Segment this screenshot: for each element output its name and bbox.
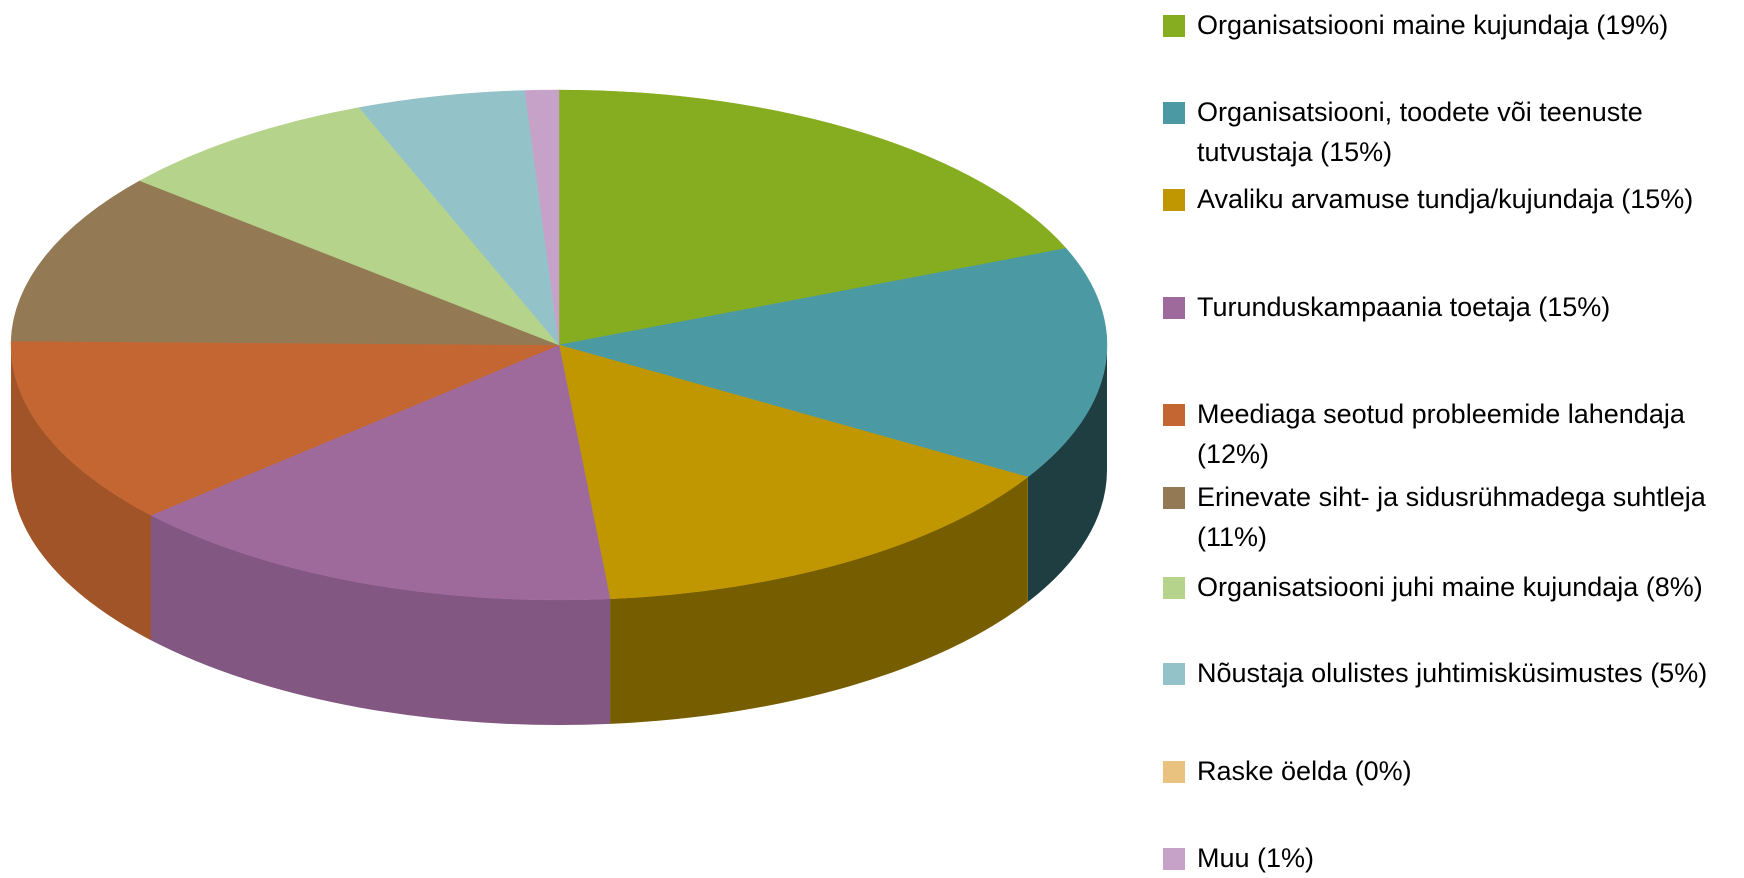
legend-swatch bbox=[1163, 663, 1185, 685]
legend-label: Avaliku arvamuse tundja/kujundaja bbox=[1197, 184, 1614, 214]
legend-swatch bbox=[1163, 761, 1185, 783]
legend-value: (15%) bbox=[1538, 292, 1611, 322]
legend-item: Muu (1%) bbox=[1163, 838, 1738, 878]
legend-value: (12%) bbox=[1197, 439, 1270, 469]
pie-slice bbox=[139, 107, 560, 346]
pie-slice bbox=[358, 90, 560, 346]
legend-label: Organisatsiooni maine kujundaja bbox=[1197, 10, 1589, 40]
legend-label: Nõustaja olulistes juhtimisküsimustes bbox=[1197, 658, 1643, 688]
pie-side bbox=[150, 515, 611, 725]
legend-item: Raske öelda (0%) bbox=[1163, 751, 1738, 791]
legend-label: Organisatsiooni, toodete või teenuste tu… bbox=[1197, 97, 1643, 167]
legend-value: (1%) bbox=[1257, 843, 1315, 873]
legend-swatch bbox=[1163, 577, 1185, 599]
legend-value: (5%) bbox=[1650, 658, 1708, 688]
legend-value: (15%) bbox=[1320, 137, 1393, 167]
legend-item: Avaliku arvamuse tundja/kujundaja (15%) bbox=[1163, 179, 1738, 219]
legend-label: Muu bbox=[1197, 843, 1250, 873]
legend-value: (8%) bbox=[1645, 572, 1703, 602]
pie-tops bbox=[10, 89, 1108, 601]
pie-slice bbox=[524, 89, 560, 346]
pie-side bbox=[11, 345, 151, 641]
legend-label: Turunduskampaania toetaja bbox=[1197, 292, 1531, 322]
pie-slice bbox=[10, 180, 560, 346]
legend-label: Meediaga seotud probleemide lahendaja bbox=[1197, 399, 1685, 429]
legend-swatch bbox=[1163, 487, 1185, 509]
legend-label: Organisatsiooni juhi maine kujundaja bbox=[1197, 572, 1639, 602]
pie-side bbox=[610, 477, 1028, 724]
legend-item: Nõustaja olulistes juhtimisküsimustes (5… bbox=[1163, 653, 1738, 693]
pie-slice bbox=[558, 248, 1108, 478]
pie-slice bbox=[558, 344, 1029, 600]
legend-swatch bbox=[1163, 15, 1185, 37]
legend-swatch bbox=[1163, 297, 1185, 319]
legend-item: Turunduskampaania toetaja (15%) bbox=[1163, 287, 1738, 327]
legend-value: (15%) bbox=[1621, 184, 1694, 214]
legend-item: Erinevate siht- ja sidusrühmadega suhtle… bbox=[1163, 477, 1738, 557]
pie-slice bbox=[558, 89, 1067, 346]
pie-slice bbox=[150, 344, 611, 601]
legend-swatch bbox=[1163, 404, 1185, 426]
legend-item: Organisatsiooni maine kujundaja (19%) bbox=[1163, 5, 1738, 45]
legend-swatch bbox=[1163, 848, 1185, 870]
legend-swatch bbox=[1163, 102, 1185, 124]
legend-value: (19%) bbox=[1596, 10, 1669, 40]
legend-label: Raske öelda bbox=[1197, 756, 1348, 786]
legend-item: Organisatsiooni juhi maine kujundaja (8%… bbox=[1163, 567, 1738, 607]
legend-value: (11%) bbox=[1197, 522, 1268, 552]
legend-value: (0%) bbox=[1354, 756, 1412, 786]
pie-sides bbox=[11, 345, 1107, 725]
legend-item: Meediaga seotud probleemide lahendaja (1… bbox=[1163, 394, 1738, 474]
legend-label: Erinevate siht- ja sidusrühmadega suhtle… bbox=[1197, 482, 1706, 512]
pie-area bbox=[10, 89, 1108, 725]
pie-slice bbox=[10, 340, 560, 516]
legend-item: Organisatsiooni, toodete või teenuste tu… bbox=[1163, 92, 1738, 172]
legend-swatch bbox=[1163, 189, 1185, 211]
pie-side bbox=[1027, 345, 1107, 603]
